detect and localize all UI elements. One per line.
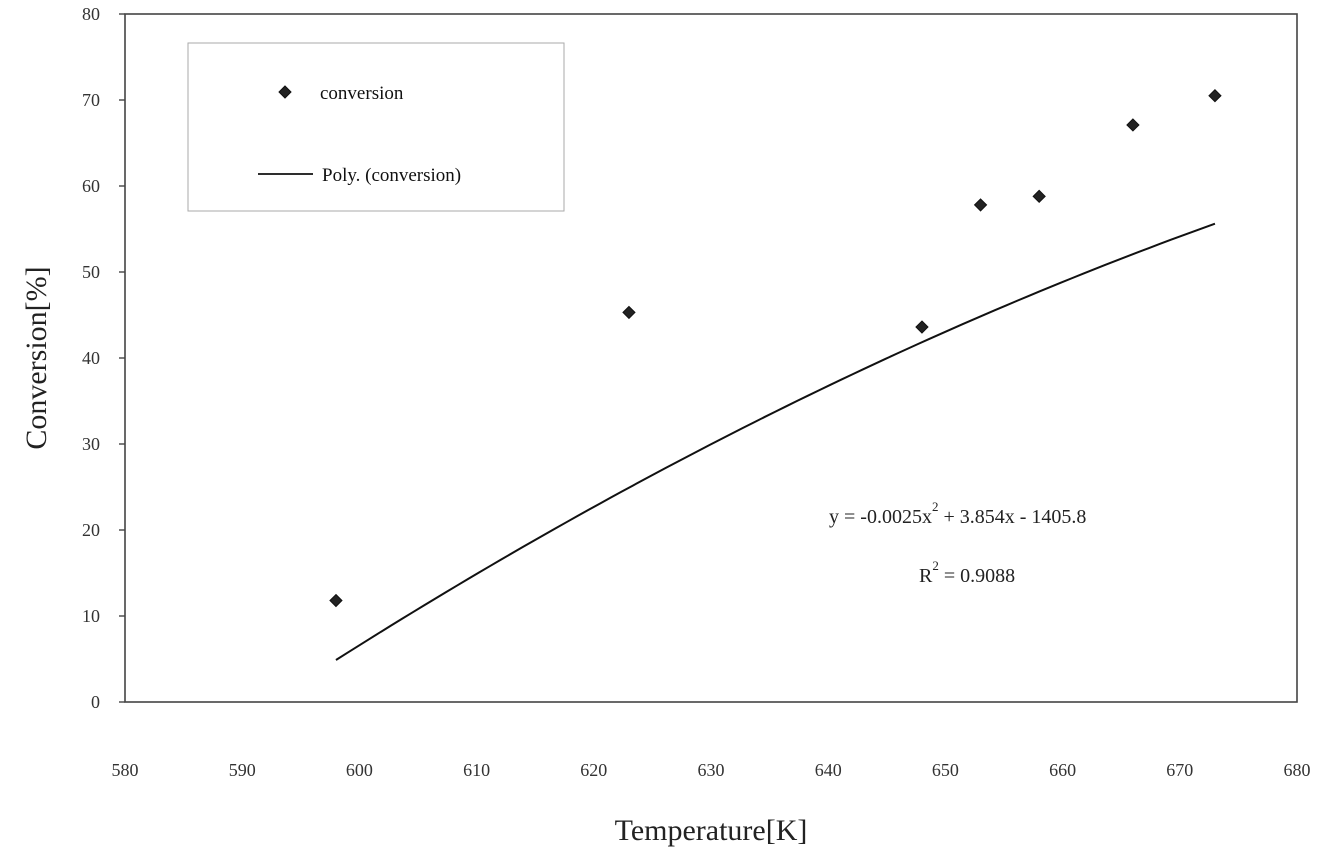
x-tick-label: 660 [1049, 760, 1076, 780]
data-point [1032, 189, 1046, 204]
y-tick-label: 30 [82, 434, 100, 454]
x-tick-label: 670 [1166, 760, 1193, 780]
data-point [973, 198, 988, 212]
y-tick-label: 70 [82, 90, 100, 110]
r-squared-text: R2 = 0.9088 [919, 558, 1015, 587]
y-tick-label: 80 [82, 4, 100, 24]
trendline [335, 222, 1216, 661]
y-tick-label: 10 [82, 606, 100, 626]
x-tick-label: 610 [463, 760, 490, 780]
y-tick-label: 60 [82, 176, 100, 196]
data-point [1126, 118, 1140, 132]
legend: conversion Poly. (conversion) [187, 42, 565, 212]
legend-label-poly: Poly. (conversion) [322, 165, 461, 186]
legend-label-conversion: conversion [320, 83, 404, 104]
x-tick-label: 590 [229, 760, 256, 780]
scatter-points [329, 88, 1222, 608]
equation-text: y = -0.0025x2 + 3.854x - 1405.8 [829, 499, 1086, 528]
x-tick-label: 650 [932, 760, 959, 780]
data-point [1208, 88, 1222, 103]
x-axis-title: Temperature[K] [615, 814, 808, 847]
y-tick-label: 20 [82, 520, 100, 540]
x-tick-label: 630 [698, 760, 725, 780]
x-tick-label: 640 [815, 760, 842, 780]
x-tick-label: 600 [346, 760, 373, 780]
x-tick-label: 620 [580, 760, 607, 780]
equation-annotation: y = -0.0025x2 + 3.854x - 1405.8 R2 = 0.9… [829, 499, 1086, 587]
y-axis-ticks: 0 10 20 30 40 50 60 70 80 [82, 4, 125, 712]
data-point [622, 305, 636, 320]
trendline-layer [335, 222, 1216, 661]
x-tick-label: 580 [112, 760, 139, 780]
legend-marker-diamond-icon [278, 85, 292, 99]
legend-box [187, 42, 565, 212]
y-tick-label: 40 [82, 348, 100, 368]
y-axis-title: Conversion[%] [20, 266, 53, 449]
y-tick-label: 0 [91, 692, 100, 712]
data-point [329, 593, 343, 608]
data-point [915, 320, 929, 334]
x-axis-ticks: 580 590 600 610 620 630 640 650 660 670 680 [112, 760, 1311, 780]
x-tick-label: 680 [1284, 760, 1311, 780]
y-tick-label: 50 [82, 262, 100, 282]
